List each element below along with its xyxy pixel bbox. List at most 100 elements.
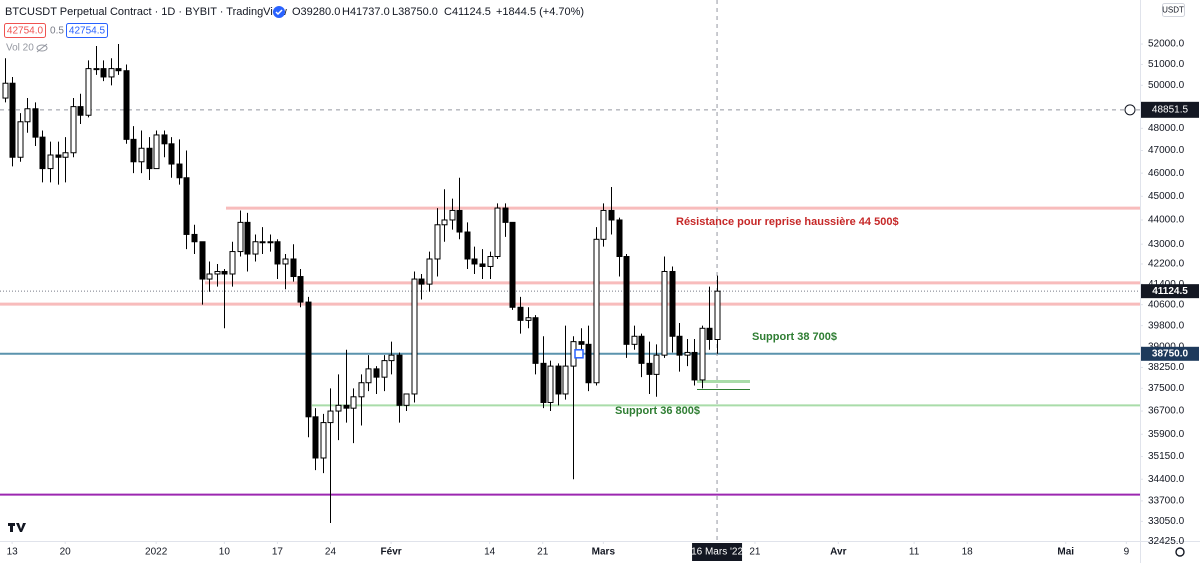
candle-body bbox=[214, 270, 221, 275]
candle-body bbox=[691, 351, 698, 381]
candle-body bbox=[85, 68, 92, 116]
candle-body bbox=[305, 301, 312, 418]
candle bbox=[123, 64, 130, 144]
crosshair-date-box bbox=[692, 543, 743, 561]
candle-body bbox=[365, 368, 372, 384]
candle bbox=[479, 249, 486, 280]
candle bbox=[312, 408, 319, 471]
candle bbox=[661, 256, 668, 358]
candle-body bbox=[252, 241, 259, 255]
y-tick-label: 40600.0 bbox=[1148, 299, 1185, 310]
candle bbox=[676, 322, 683, 372]
x-tick-label: Mars bbox=[592, 547, 616, 558]
candle bbox=[517, 296, 524, 334]
candle bbox=[100, 60, 107, 82]
candle-body bbox=[267, 241, 274, 244]
candle bbox=[555, 363, 562, 406]
candle-body bbox=[335, 404, 342, 412]
candle-body bbox=[199, 241, 206, 280]
candle-body bbox=[669, 270, 676, 337]
candle bbox=[176, 139, 183, 185]
y-tick-label: 43000.0 bbox=[1148, 239, 1185, 250]
x-tick-label: 11 bbox=[909, 547, 920, 558]
price-label: 38750.0 bbox=[1152, 348, 1189, 359]
candle bbox=[290, 244, 297, 282]
y-tick-label: 38250.0 bbox=[1148, 362, 1185, 373]
candle-body bbox=[183, 177, 190, 235]
add-alert-icon[interactable] bbox=[1124, 104, 1136, 116]
candle-body bbox=[411, 278, 418, 395]
spread: 0.5 bbox=[50, 26, 64, 37]
currency-button[interactable] bbox=[1162, 3, 1185, 17]
candle bbox=[214, 263, 221, 287]
candle bbox=[24, 98, 31, 133]
crosshair-price-box bbox=[1141, 101, 1199, 118]
candle-body bbox=[471, 258, 478, 265]
candle bbox=[267, 234, 274, 252]
candle-body bbox=[259, 241, 266, 244]
candle bbox=[396, 352, 403, 423]
candle-body bbox=[77, 106, 84, 116]
sell-button[interactable] bbox=[4, 23, 46, 38]
candle-body bbox=[100, 68, 107, 78]
candle-body bbox=[2, 82, 9, 99]
drawing-handle[interactable] bbox=[574, 349, 584, 359]
candle bbox=[631, 325, 638, 350]
last-price-box bbox=[1141, 284, 1199, 299]
candle bbox=[168, 137, 175, 178]
candle-body bbox=[699, 327, 706, 381]
candle-body bbox=[585, 343, 592, 384]
candle-body bbox=[191, 233, 198, 243]
candle-body bbox=[517, 306, 524, 321]
candle-body bbox=[312, 416, 319, 459]
candle bbox=[547, 360, 554, 412]
candle-body bbox=[676, 335, 683, 356]
candle bbox=[487, 251, 494, 280]
candle-body bbox=[161, 134, 168, 145]
candle-body bbox=[494, 207, 501, 258]
buy-button[interactable] bbox=[66, 23, 108, 38]
crosshair-price-label: 48851.5 bbox=[1152, 104, 1189, 115]
candle bbox=[206, 261, 213, 292]
candle-body bbox=[343, 404, 350, 409]
candle bbox=[47, 141, 54, 183]
candle-body bbox=[638, 335, 645, 364]
candle bbox=[282, 254, 289, 290]
candle bbox=[706, 286, 713, 350]
candle-body bbox=[138, 147, 145, 163]
candle-body bbox=[562, 365, 569, 395]
candle bbox=[502, 203, 509, 237]
candle-body bbox=[653, 354, 660, 375]
y-tick-label: 44000.0 bbox=[1148, 215, 1185, 226]
ohlc-value: H41737.0 bbox=[342, 6, 390, 18]
candle-body bbox=[684, 351, 691, 356]
candle-body bbox=[706, 327, 713, 340]
candle-body bbox=[578, 341, 585, 345]
candle-body bbox=[479, 263, 486, 267]
status-icon bbox=[275, 9, 283, 16]
x-tick-label: Avr bbox=[830, 547, 846, 558]
candle bbox=[358, 374, 365, 426]
candle bbox=[646, 341, 653, 394]
candle-body bbox=[532, 317, 539, 364]
hide-icon[interactable] bbox=[36, 44, 48, 52]
candle-body bbox=[381, 360, 388, 378]
candle-body bbox=[32, 108, 39, 138]
settings-icon[interactable] bbox=[1175, 547, 1185, 557]
x-tick-label: 9 bbox=[1124, 547, 1130, 558]
candle-body bbox=[297, 276, 304, 303]
candle bbox=[32, 102, 39, 147]
candle bbox=[9, 76, 16, 167]
candle bbox=[532, 315, 539, 375]
candle bbox=[62, 137, 69, 183]
y-tick-label: 33050.0 bbox=[1148, 516, 1185, 527]
candle bbox=[39, 130, 46, 183]
candle bbox=[259, 227, 266, 255]
candle bbox=[623, 254, 630, 358]
x-tick-label: 20 bbox=[60, 547, 72, 558]
candle bbox=[441, 189, 448, 242]
candle bbox=[509, 221, 516, 310]
buy-price: 42754.5 bbox=[69, 26, 106, 37]
chart-title: BTCUSDT Perpetual Contract · 1D · BYBIT … bbox=[5, 6, 287, 18]
